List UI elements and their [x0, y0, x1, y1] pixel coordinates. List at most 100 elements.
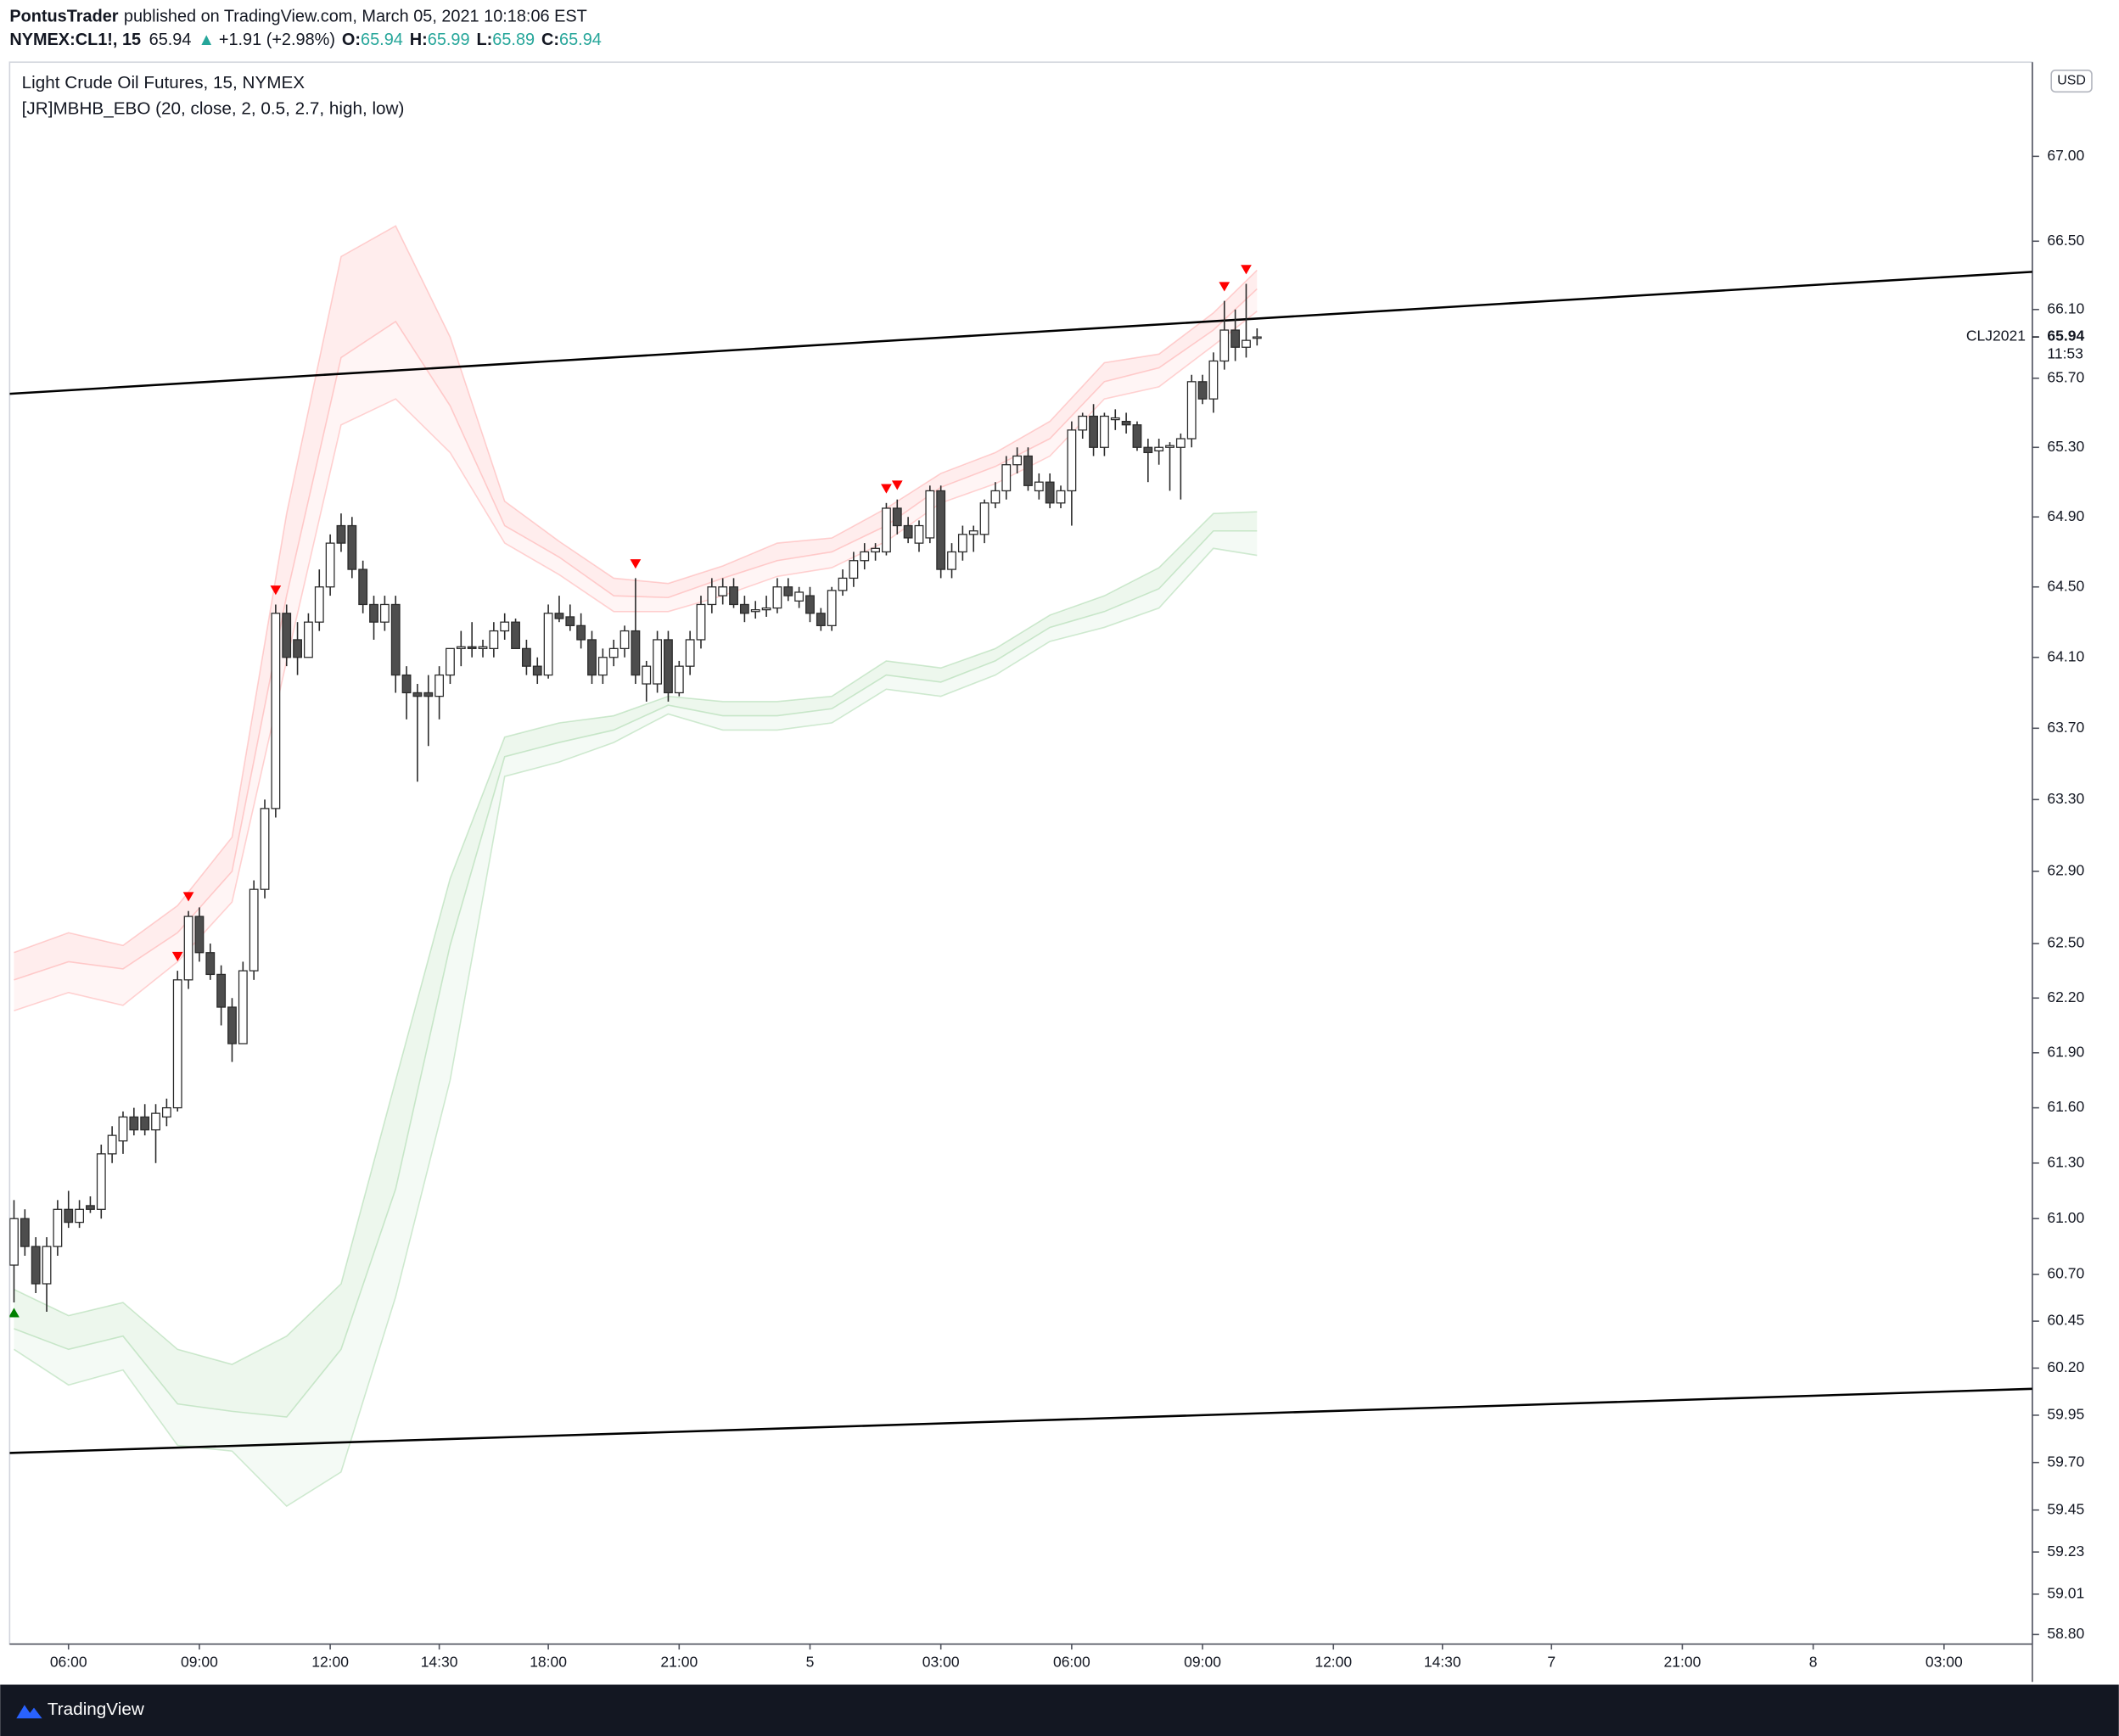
- candle-body: [1034, 481, 1044, 492]
- candle-body: [379, 603, 390, 623]
- candle-body: [1165, 445, 1174, 448]
- trendline: [9, 271, 2032, 395]
- candle-body: [565, 616, 575, 626]
- x-tick-label: 09:00: [1184, 1654, 1221, 1671]
- up-arrow: ▲: [198, 31, 215, 49]
- indicator-label: [JR]MBHB_EBO (20, close, 2, 0.5, 2.7, hi…: [22, 98, 405, 118]
- candle-body: [957, 534, 967, 553]
- candle-body: [936, 490, 946, 570]
- y-tick-label: 59.45: [2047, 1500, 2084, 1517]
- legend-change: +1.91 (+2.98%): [219, 31, 335, 49]
- candle-body: [107, 1134, 117, 1155]
- candle-body: [271, 613, 281, 809]
- candle-body: [500, 621, 510, 632]
- candle-body: [1089, 415, 1098, 448]
- candle-body: [1045, 481, 1055, 504]
- symbol: NYMEX:CL1!, 15: [9, 31, 141, 49]
- candle-body: [1001, 464, 1012, 492]
- y-tick-label: 62.20: [2047, 988, 2084, 1005]
- candle-body: [990, 490, 1001, 504]
- candle-body: [314, 586, 324, 623]
- candle-body: [816, 613, 826, 626]
- candle-body: [401, 674, 412, 694]
- candle-body: [151, 1112, 160, 1131]
- candle-body: [347, 524, 357, 570]
- candle-body: [183, 916, 193, 981]
- candle-body: [216, 973, 227, 1008]
- candle-body: [489, 630, 499, 649]
- candle-body: [9, 1218, 19, 1266]
- candle-body: [31, 1246, 41, 1285]
- candle-body: [587, 639, 597, 676]
- candle-body: [576, 624, 586, 641]
- candle-body: [205, 952, 216, 976]
- y-tick-label: 61.00: [2047, 1209, 2084, 1226]
- candle-body: [674, 665, 684, 694]
- candle-body: [1110, 417, 1120, 421]
- x-tick-label: 21:00: [660, 1654, 698, 1671]
- candle-body: [761, 607, 771, 611]
- band-fill-outer: [14, 226, 1258, 980]
- candle-body: [642, 665, 652, 685]
- x-tick-label: 12:00: [1315, 1654, 1352, 1671]
- candle-body: [860, 551, 870, 562]
- candle-body: [20, 1218, 30, 1247]
- candle-body: [161, 1106, 171, 1118]
- candle-body: [64, 1208, 74, 1224]
- x-tick-label: 03:00: [1926, 1654, 1963, 1671]
- y-tick-label: 66.50: [2047, 232, 2084, 249]
- brand: TradingView: [48, 1700, 144, 1719]
- candle-body: [227, 1006, 237, 1044]
- x-tick-label: 09:00: [181, 1654, 218, 1671]
- price-tag-bg: [2033, 327, 2118, 357]
- countdown: 11:53: [2047, 344, 2083, 361]
- candle-body: [1012, 455, 1023, 466]
- y-tick-label: 61.60: [2047, 1098, 2084, 1115]
- candle-body: [478, 646, 488, 649]
- candle-body: [805, 595, 815, 614]
- candle-body: [772, 586, 782, 609]
- field-value: 65.94: [361, 31, 403, 49]
- candle-body: [446, 647, 455, 676]
- candle-body: [696, 603, 706, 641]
- currency: USD: [2057, 74, 2086, 88]
- y-tick-label: 59.01: [2047, 1584, 2084, 1601]
- candle-body: [456, 646, 466, 649]
- brand-logo: [16, 1705, 42, 1719]
- candle-body: [369, 603, 378, 623]
- candle-body: [903, 524, 913, 539]
- field-label: O:: [342, 31, 361, 49]
- candle-body: [653, 639, 663, 685]
- candle-body: [96, 1153, 106, 1210]
- candle-body: [42, 1246, 52, 1285]
- currency-badge[interactable]: [2050, 69, 2093, 93]
- y-tick-label: 63.70: [2047, 719, 2084, 736]
- band-fill-inner: [14, 288, 1258, 1011]
- x-tick-label: 06:00: [50, 1654, 87, 1671]
- band-line: [14, 511, 1258, 1365]
- x-tick-label: 12:00: [311, 1654, 349, 1671]
- candle-body: [532, 665, 542, 676]
- candle-body: [1230, 329, 1241, 348]
- candle-body: [619, 630, 630, 649]
- sell-signal: [182, 892, 194, 902]
- candle-body: [118, 1116, 128, 1142]
- candle-body: [947, 551, 956, 570]
- candle-body: [631, 630, 641, 676]
- candle-body: [1078, 415, 1088, 431]
- field-label: L:: [477, 31, 493, 49]
- y-tick-label: 59.95: [2047, 1406, 2084, 1423]
- y-tick-label: 58.80: [2047, 1625, 2084, 1642]
- sell-signal: [881, 484, 892, 494]
- band-line: [14, 547, 1258, 1508]
- y-tick-label: 64.90: [2047, 507, 2084, 524]
- candle-body: [1067, 429, 1077, 492]
- candle-body: [892, 507, 902, 527]
- sell-signal: [270, 585, 282, 596]
- candle-body: [554, 613, 564, 619]
- candle-body: [194, 916, 205, 954]
- x-tick-label: 06:00: [1053, 1654, 1090, 1671]
- x-tick-label: 18:00: [530, 1654, 567, 1671]
